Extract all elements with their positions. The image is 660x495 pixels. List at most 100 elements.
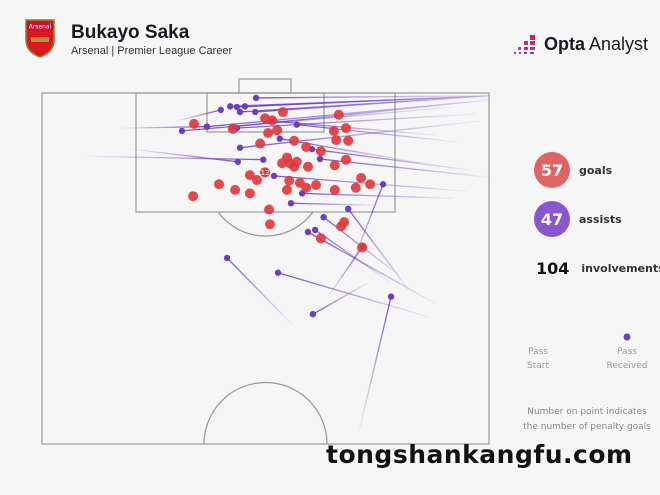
assists-stat: 47 assists: [534, 201, 622, 237]
goal-point: [329, 184, 340, 195]
assist-pass-line: [327, 245, 364, 297]
goal-point: [188, 118, 199, 129]
assist-pass-line: [290, 202, 378, 206]
pitch-chart: 12: [41, 78, 490, 445]
watermark: tongshankangfu.com: [326, 440, 633, 469]
brand-bold: Opta: [544, 34, 586, 54]
goals-label: goals: [579, 163, 613, 177]
assist-point: [217, 106, 224, 114]
involvements-label: involvements: [581, 262, 660, 275]
goal-point: [284, 175, 295, 186]
goal-point: [311, 179, 322, 190]
penalty-arc: [217, 211, 314, 237]
goal-point: [244, 188, 255, 199]
assist-pass-line: [296, 123, 458, 143]
assists-label: assists: [579, 212, 622, 226]
assist-pass-line: [279, 137, 423, 164]
assist-point: [304, 228, 312, 236]
goal-point: [340, 154, 351, 165]
assist-pass-line: [226, 257, 293, 326]
penalty-goal-point: [260, 167, 271, 178]
assist-pass-line: [131, 148, 238, 163]
brand-light: Analyst: [589, 34, 649, 54]
assist-pass-line: [347, 208, 410, 290]
goal-point: [227, 123, 238, 134]
goals-stat: 57 goals: [534, 152, 612, 188]
assist-point: [233, 103, 241, 111]
assist-pass-line: [349, 184, 384, 269]
goal-point: [244, 170, 255, 181]
goal-point: [333, 109, 344, 120]
assist-point: [236, 144, 244, 151]
assist-pass-line: [358, 296, 392, 431]
assist-pass-line: [255, 95, 490, 113]
assist-pass-line: [302, 192, 454, 199]
goal-point: [281, 152, 292, 163]
assist-pass-line: [314, 229, 392, 284]
legend-pass-start: Pass Start: [527, 347, 549, 371]
opta-analyst-logo: Opta Analyst: [514, 34, 648, 55]
assist-point: [234, 158, 241, 165]
assist-point: [344, 205, 352, 213]
goal-point: [188, 191, 199, 202]
assist-pass-line: [239, 120, 481, 149]
centre-circle: [203, 381, 328, 445]
goal-point: [281, 184, 292, 195]
penalty-note: Number on point indicates the number of …: [523, 407, 651, 432]
assist-point: [287, 200, 295, 207]
goal: [238, 78, 292, 94]
assist-point: [236, 108, 244, 116]
assist-point: [270, 172, 278, 180]
goal-point: [263, 128, 274, 139]
involvements-count: 104: [536, 259, 570, 278]
opta-logo-icon: [514, 34, 535, 54]
goal-point: [289, 135, 300, 146]
assist-pass-line: [86, 155, 264, 161]
goal-point: [315, 233, 326, 244]
pitch-outline: [41, 92, 490, 445]
goal-point: [302, 161, 313, 172]
assist-point: [203, 123, 211, 130]
goal-point: [329, 160, 340, 171]
goal-point: [365, 179, 376, 190]
assist-point: [274, 269, 282, 276]
assist-point: [320, 214, 327, 221]
assist-pass-line: [312, 281, 369, 315]
assist-point: [387, 293, 395, 300]
assist-point: [311, 226, 319, 234]
goal-point: [267, 115, 278, 126]
player-name: Bukayo Saka: [71, 22, 190, 43]
pass-legend-line: [538, 333, 631, 341]
assist-pass-line: [256, 95, 490, 99]
goal-point: [255, 138, 266, 149]
goal-point: [264, 219, 275, 230]
assist-point: [379, 181, 387, 188]
assist-point: [226, 103, 234, 110]
assist-pass-line: [244, 95, 490, 107]
assists-count: 47: [534, 201, 570, 237]
goal-point: [252, 175, 263, 186]
goal-point: [356, 172, 367, 183]
goal-point: [340, 123, 351, 134]
assist-point: [276, 135, 284, 142]
goals-count: 57: [534, 152, 570, 188]
goal-point: [289, 161, 300, 172]
assist-point: [293, 121, 300, 128]
penalty-goal-count: 12: [261, 169, 270, 177]
assist-pass-line: [272, 120, 436, 136]
assist-point: [309, 310, 317, 318]
goal-point: [339, 217, 350, 228]
svg-text:Arsenal: Arsenal: [29, 24, 52, 31]
assist-pass-line: [311, 148, 472, 171]
assist-pass-line: [307, 231, 436, 305]
goal-point: [343, 135, 354, 146]
arsenal-crest-logo: Arsenal: [25, 19, 55, 58]
goal-point: [230, 184, 241, 195]
goal-point: [315, 146, 326, 157]
legend-pass-received: Pass Received: [606, 347, 648, 371]
goal-point: [301, 182, 312, 193]
goal-point: [214, 179, 225, 190]
goal-point: [328, 125, 339, 136]
goal-point: [357, 242, 368, 253]
assist-point: [241, 103, 249, 110]
